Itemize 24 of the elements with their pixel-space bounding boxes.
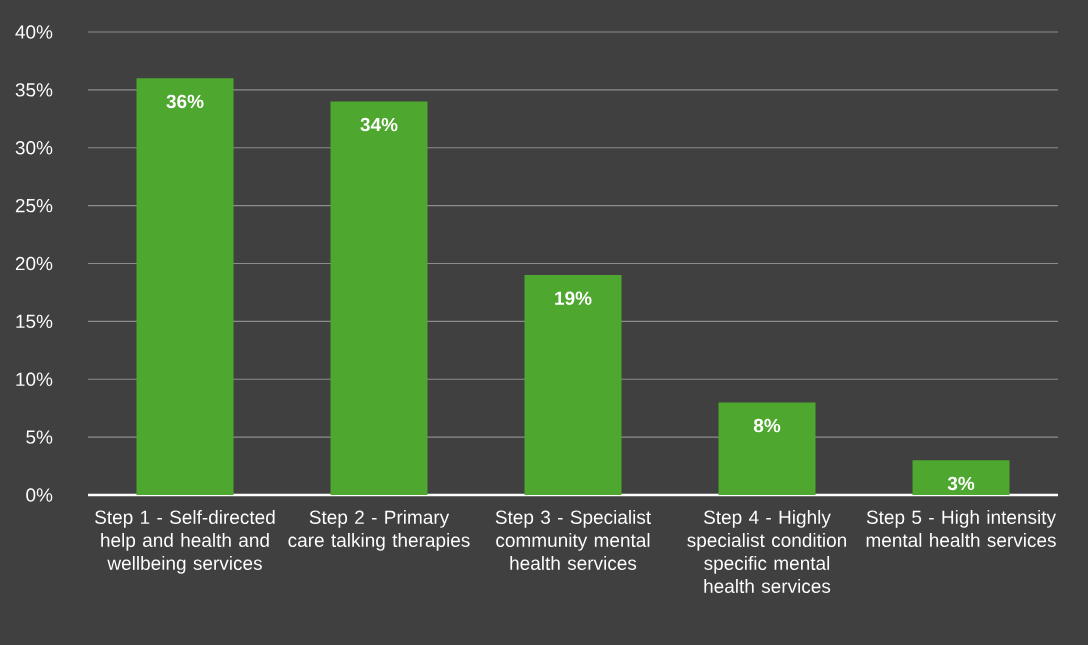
data-label: 19%	[555, 291, 592, 305]
x-tick-label: Step 5 - High intensity mental health services	[866, 510, 1056, 547]
bar	[330, 101, 428, 495]
x-tick-label: Step 2 - Primary care talking therapies	[288, 510, 470, 551]
data-label: 36%	[166, 94, 204, 109]
x-tick-label: Step 1 - Self-directed help and health and wellbeing services	[95, 510, 275, 574]
y-tick-label: 25%	[15, 198, 53, 213]
bar	[136, 78, 234, 495]
bar	[718, 402, 816, 495]
y-tick-label: 30%	[15, 141, 53, 155]
x-tick-label: Step 4 - Highly specialist condition specific mental health services	[687, 510, 847, 593]
bar	[524, 275, 622, 495]
y-tick-label: 5%	[26, 430, 53, 444]
y-tick-label: 0%	[26, 488, 53, 502]
data-label: 8%	[753, 418, 781, 433]
bar	[912, 460, 1010, 495]
data-label: 34%	[360, 117, 398, 132]
y-tick-label: 20%	[15, 256, 53, 271]
y-tick-label: 15%	[16, 314, 53, 329]
x-tick-label: Step 3 - Specialist community mental health services	[495, 510, 651, 570]
y-tick-label: 35%	[15, 83, 53, 97]
y-tick-label: 10%	[16, 372, 53, 386]
data-label: 3%	[947, 476, 975, 491]
y-tick-label: 40%	[15, 25, 53, 39]
